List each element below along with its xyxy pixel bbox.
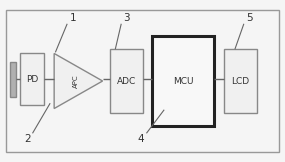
Text: 1: 1 [69, 13, 76, 23]
Bar [152, 36, 214, 126]
Bar [6, 10, 279, 152]
Text: PD: PD [26, 75, 38, 84]
Text: ADC: ADC [117, 76, 136, 86]
Polygon shape [54, 53, 103, 109]
Bar [110, 49, 142, 113]
Text: LCD: LCD [231, 76, 249, 86]
Text: 5: 5 [246, 13, 253, 23]
Text: APC: APC [72, 74, 79, 88]
Text: 4: 4 [138, 134, 144, 144]
Text: 3: 3 [123, 13, 130, 23]
Bar [10, 62, 16, 97]
Text: MCU: MCU [173, 76, 193, 86]
Bar [20, 53, 44, 105]
Text: 2: 2 [24, 134, 30, 144]
Bar [224, 49, 256, 113]
